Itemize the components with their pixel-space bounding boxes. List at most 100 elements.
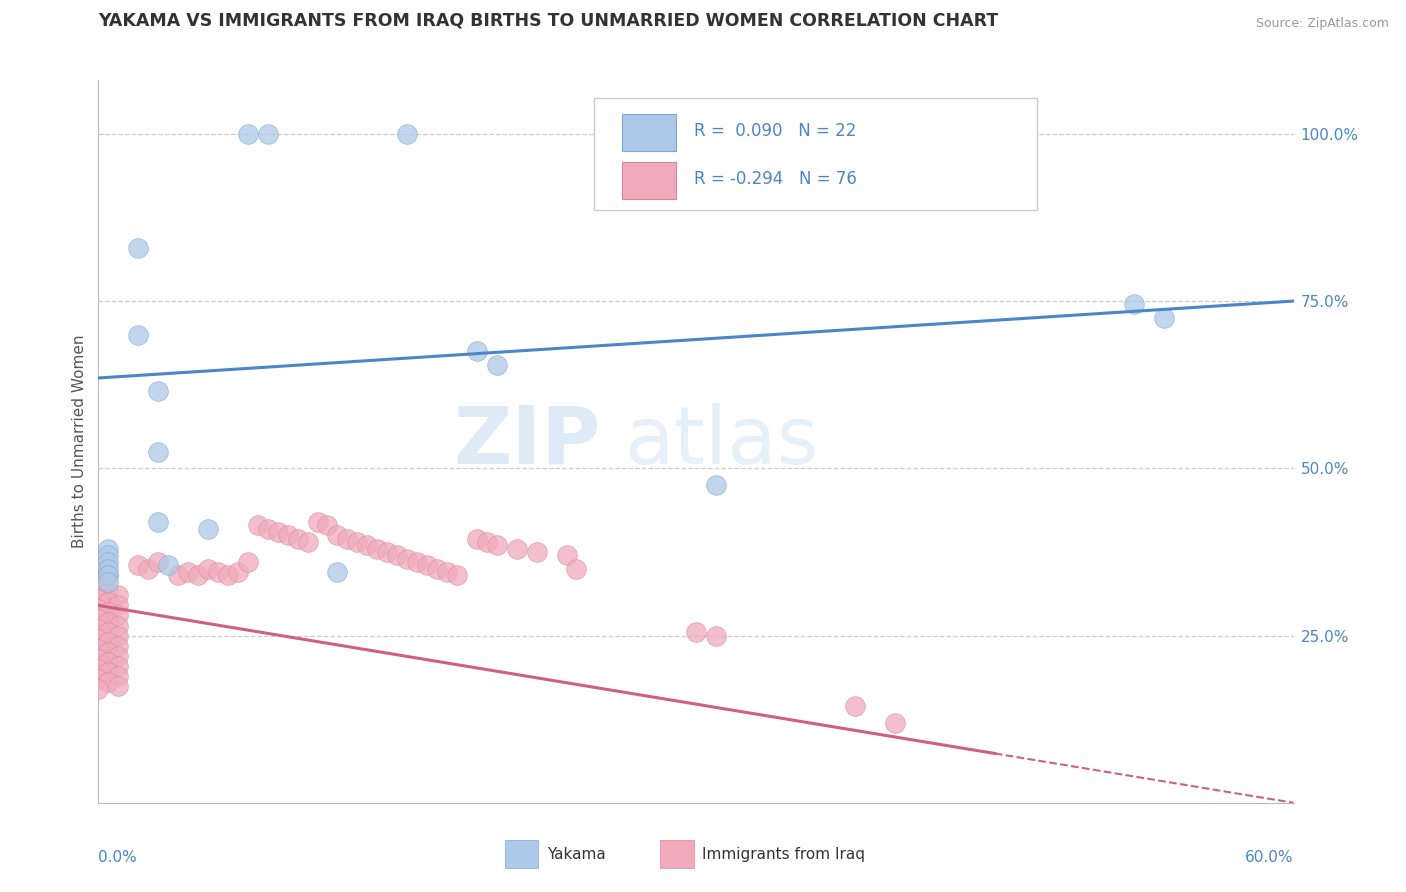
Point (526, 545, 548, 559)
Point (366, 541, 388, 556)
Point (256, 521, 278, 535)
Point (844, 698, 866, 713)
Text: ZIP: ZIP (453, 402, 600, 481)
Point (246, 518, 269, 533)
Point (426, 562, 449, 576)
Point (97, 655, 120, 669)
Point (326, 565, 349, 579)
Point (136, 562, 159, 576)
Text: R =  0.090   N = 22: R = 0.090 N = 22 (693, 122, 856, 140)
Point (177, 565, 200, 579)
Point (356, 538, 378, 552)
Point (336, 532, 359, 546)
Point (97, 675, 120, 690)
Point (236, 127, 259, 141)
Point (87, 652, 110, 666)
Bar (621, 162, 676, 200)
Point (107, 658, 129, 673)
Point (97, 625, 120, 640)
Point (97, 568, 120, 582)
Point (127, 327, 149, 342)
Point (326, 528, 349, 542)
Point (87, 591, 110, 606)
Text: Source: ZipAtlas.com: Source: ZipAtlas.com (1256, 17, 1389, 29)
Point (97, 585, 120, 599)
Point (167, 568, 190, 582)
Point (396, 127, 419, 141)
Point (1123, 297, 1146, 311)
Point (465, 344, 488, 359)
Point (97, 645, 120, 659)
Point (236, 555, 259, 569)
Point (87, 642, 110, 657)
Point (107, 599, 129, 613)
Point (97, 562, 120, 576)
Point (107, 589, 129, 603)
Point (197, 521, 219, 535)
Point (704, 478, 727, 492)
Point (406, 555, 429, 569)
Point (375, 545, 398, 559)
Bar (661, 840, 693, 868)
Point (485, 358, 508, 372)
Point (436, 565, 458, 579)
Point (127, 241, 149, 255)
Text: Yakama: Yakama (547, 847, 606, 862)
Point (107, 679, 129, 693)
Point (148, 515, 170, 529)
Point (107, 628, 129, 642)
Text: R = -0.294   N = 76: R = -0.294 N = 76 (693, 170, 856, 188)
Bar (621, 113, 676, 151)
Point (87, 672, 110, 686)
Point (97, 568, 120, 582)
Point (197, 562, 219, 576)
Point (107, 618, 129, 632)
Point (97, 548, 120, 563)
Point (565, 562, 588, 576)
Point (555, 548, 578, 563)
Point (157, 558, 180, 573)
FancyBboxPatch shape (595, 98, 1036, 211)
Point (416, 558, 439, 573)
Text: atlas: atlas (624, 402, 818, 481)
Point (148, 444, 170, 458)
Point (97, 635, 120, 649)
Point (685, 625, 707, 640)
Point (287, 532, 309, 546)
Point (107, 639, 129, 653)
Point (277, 528, 299, 542)
Point (87, 632, 110, 646)
Point (87, 565, 110, 579)
Text: 0.0%: 0.0% (98, 850, 138, 864)
Point (107, 669, 129, 683)
Point (256, 127, 278, 141)
Point (97, 541, 120, 556)
Point (297, 534, 319, 549)
Point (87, 602, 110, 616)
Point (506, 541, 529, 556)
Point (346, 534, 368, 549)
Point (97, 615, 120, 630)
Point (226, 565, 249, 579)
Text: YAKAMA VS IMMIGRANTS FROM IRAQ BIRTHS TO UNMARRIED WOMEN CORRELATION CHART: YAKAMA VS IMMIGRANTS FROM IRAQ BIRTHS TO… (98, 12, 998, 29)
Point (148, 384, 170, 399)
Point (127, 558, 149, 573)
Point (884, 715, 907, 730)
Point (97, 605, 120, 619)
Point (87, 582, 110, 596)
Point (485, 538, 508, 552)
Point (217, 568, 239, 582)
Point (97, 665, 120, 680)
Point (187, 568, 209, 582)
Point (107, 608, 129, 623)
Point (107, 648, 129, 663)
Bar (505, 840, 538, 868)
Point (87, 612, 110, 626)
Y-axis label: Births to Unmarried Women: Births to Unmarried Women (72, 334, 87, 549)
Point (87, 662, 110, 676)
Point (1153, 310, 1175, 325)
Point (87, 622, 110, 636)
Point (207, 565, 229, 579)
Point (307, 515, 329, 529)
Point (148, 555, 170, 569)
